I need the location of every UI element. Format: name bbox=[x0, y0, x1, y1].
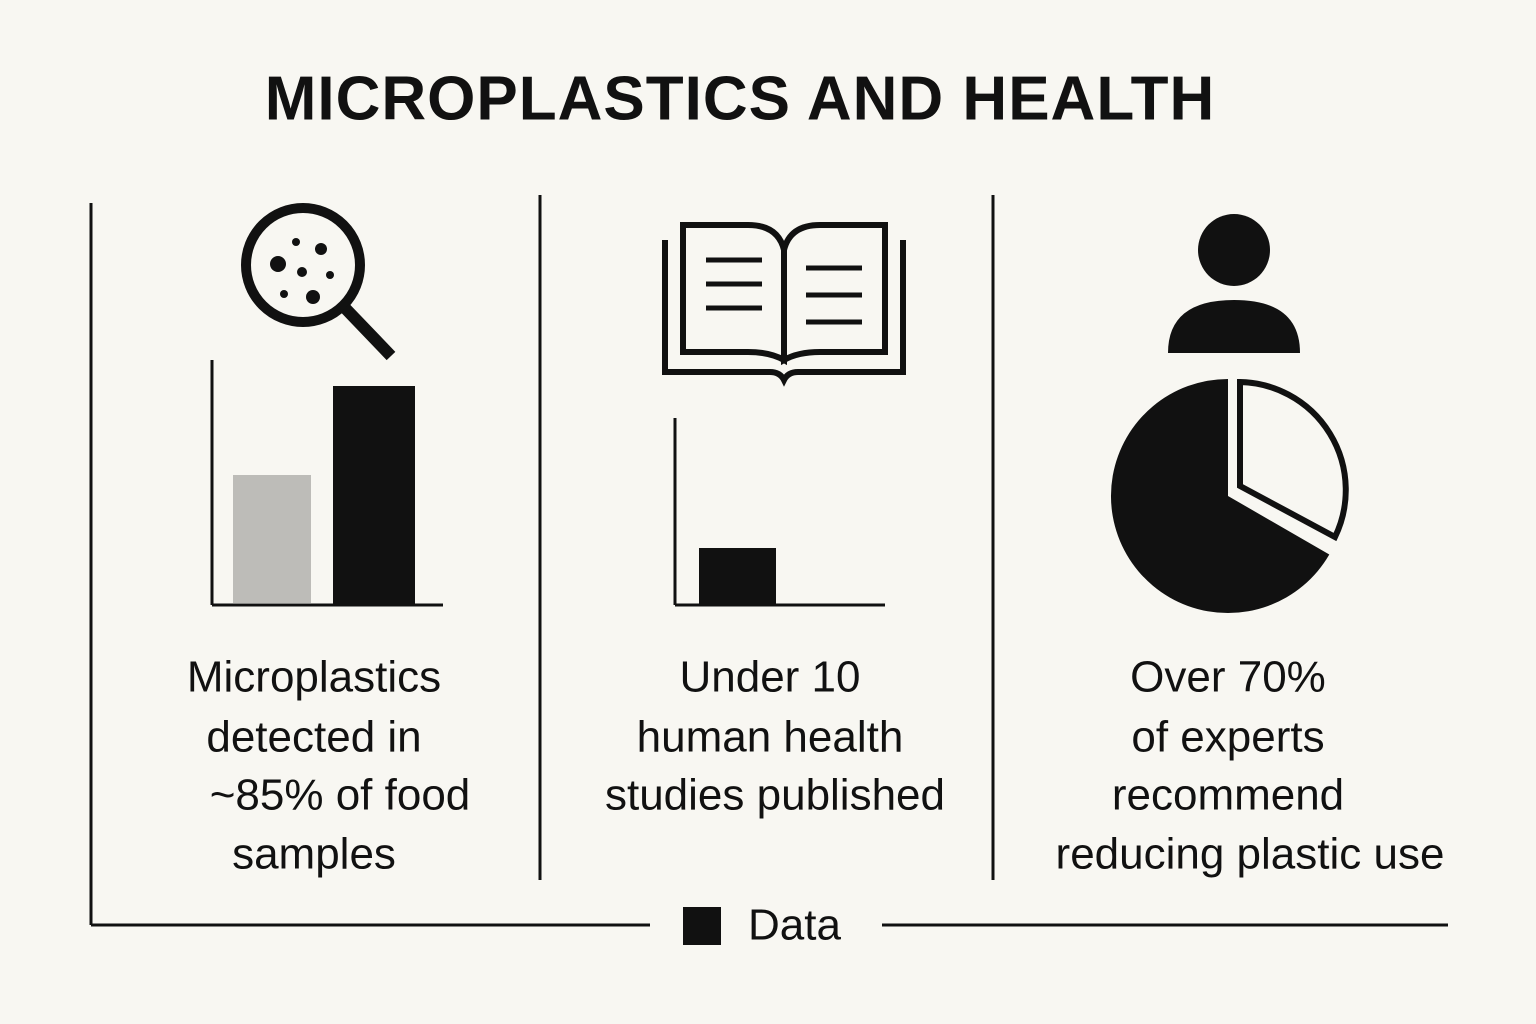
person-icon bbox=[1168, 214, 1300, 353]
pie-illustration bbox=[1110, 378, 1349, 613]
caption-line: detected in bbox=[206, 713, 421, 762]
legend-label: Data bbox=[748, 901, 841, 950]
bar-illustration bbox=[673, 418, 885, 607]
caption: Microplastics detected in ~85% of food s… bbox=[187, 653, 470, 879]
caption-line: Microplastics bbox=[187, 653, 441, 702]
caption: Under 10 human health studies published bbox=[605, 653, 945, 820]
legend-swatch bbox=[683, 907, 721, 945]
caption-line: Over 70% bbox=[1130, 653, 1326, 702]
caption-line: recommend bbox=[1112, 771, 1344, 820]
frame bbox=[89, 195, 1448, 927]
caption-line: of experts bbox=[1131, 713, 1324, 762]
caption-line: samples bbox=[232, 830, 396, 879]
caption-line: studies published bbox=[605, 771, 945, 820]
title: MICROPLASTICS AND HEALTH bbox=[265, 64, 1216, 133]
caption-line: reducing plastic use bbox=[1056, 830, 1445, 879]
caption: Over 70% of experts recommend reducing p… bbox=[1056, 653, 1445, 879]
caption-line: human health bbox=[637, 713, 904, 762]
caption-line: ~85% of food bbox=[210, 771, 471, 820]
caption-line: Under 10 bbox=[679, 653, 860, 702]
book-icon bbox=[662, 222, 906, 387]
bar-illustration bbox=[210, 360, 443, 607]
magnifier-icon bbox=[241, 203, 396, 361]
